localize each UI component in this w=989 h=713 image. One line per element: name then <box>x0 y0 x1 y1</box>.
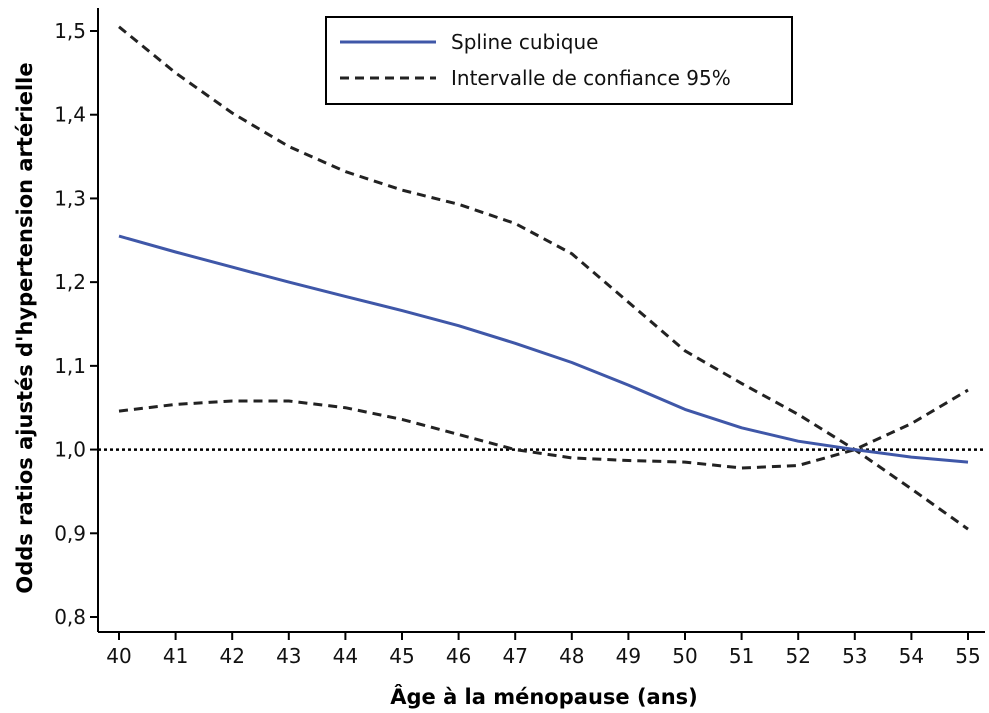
x-tick-label: 53 <box>842 644 867 668</box>
y-tick-label: 1,3 <box>54 186 86 210</box>
series-ci-lower-line <box>118 388 969 470</box>
x-tick-label: 41 <box>163 644 188 668</box>
x-tick-label: 52 <box>785 644 810 668</box>
x-tick-label: 42 <box>219 644 244 668</box>
x-tick-label: 44 <box>333 644 358 668</box>
y-tick-label: 0,9 <box>54 521 86 545</box>
legend: Spline cubique Intervalle de confiance 9… <box>325 16 793 105</box>
y-axis-title: Odds ratios ajustés d'hypertension artér… <box>13 62 37 593</box>
y-tick-label: 1,1 <box>54 354 86 378</box>
x-tick-label: 40 <box>106 644 131 668</box>
y-tick-label: 0,8 <box>54 605 86 629</box>
x-tick-label: 49 <box>616 644 641 668</box>
x-tick-label: 51 <box>729 644 754 668</box>
y-ticks: 0,8 0,9 1,0 1,1 1,2 1,3 1,4 1,5 <box>54 19 98 629</box>
x-tick-label: 50 <box>672 644 697 668</box>
y-tick-label: 1,0 <box>54 438 86 462</box>
y-tick-label: 1,4 <box>54 103 86 127</box>
x-tick-label: 54 <box>899 644 924 668</box>
series-group <box>118 25 969 531</box>
legend-box <box>325 16 793 105</box>
x-tick-label: 46 <box>446 644 471 668</box>
x-ticks: 40 41 42 43 44 45 46 47 48 49 50 51 52 53 54 55 <box>106 632 981 668</box>
x-tick-label: 55 <box>955 644 980 668</box>
series-spline-line <box>118 234 969 464</box>
axes <box>97 8 985 633</box>
x-axis-title: Âge à la ménopause (ans) <box>390 684 698 709</box>
legend-label-ci: Intervalle de confiance 95% <box>451 66 731 90</box>
x-tick-label: 47 <box>502 644 527 668</box>
x-tick-label: 45 <box>389 644 414 668</box>
y-tick-label: 1,2 <box>54 270 86 294</box>
y-tick-label: 1,5 <box>54 19 86 43</box>
x-tick-label: 43 <box>276 644 301 668</box>
legend-label-spline: Spline cubique <box>451 30 598 54</box>
x-tick-label: 48 <box>559 644 584 668</box>
